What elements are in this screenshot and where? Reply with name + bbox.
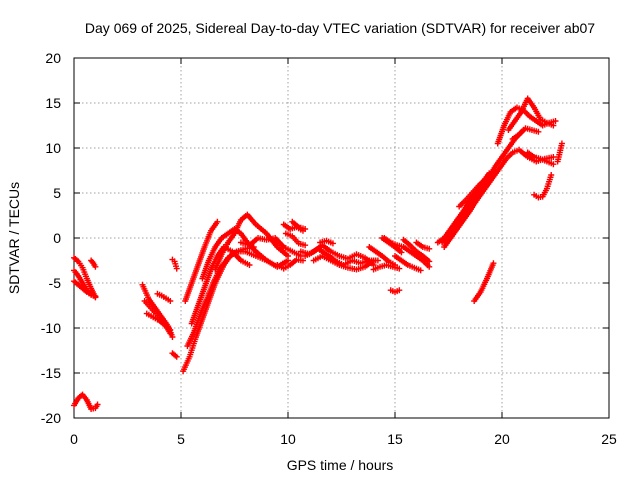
data-series-markers: [88, 257, 99, 270]
data-series-markers: [387, 287, 403, 295]
data-series-markers: [71, 278, 99, 300]
data-series-markers: [509, 125, 542, 142]
data-series-markers: [471, 260, 497, 304]
data-series-markers: [392, 253, 424, 274]
y-tick-label: -10: [41, 320, 61, 336]
y-tick-label: 20: [45, 50, 61, 66]
y-axis-ticks: -20 -15 -10 -5 0 5 10 15 20: [41, 50, 609, 426]
data-series-markers: [400, 236, 433, 265]
data-series-markers: [531, 172, 555, 201]
x-tick-label: 15: [387, 431, 403, 447]
data-series-markers: [524, 149, 557, 168]
data-series-markers: [71, 391, 101, 412]
data-series-markers: [289, 218, 309, 232]
y-tick-label: -15: [41, 365, 61, 381]
x-tick-label: 10: [280, 431, 296, 447]
data-series-markers: [169, 350, 180, 360]
data-series-markers: [554, 140, 565, 165]
y-tick-label: 5: [53, 185, 61, 201]
data-series-markers: [381, 235, 433, 270]
data-series-markers: [143, 310, 174, 337]
data-series-markers: [237, 235, 304, 259]
grid: [74, 58, 609, 418]
x-tick-label: 5: [177, 431, 185, 447]
data-series-markers: [182, 218, 221, 304]
x-axis-ticks: 0 5 10 15 20 25: [70, 58, 617, 447]
y-tick-label: 0: [53, 230, 61, 246]
data-series-markers: [370, 262, 403, 273]
data-series-markers: [413, 239, 433, 252]
data-points: [71, 95, 565, 412]
y-tick-label: -5: [49, 275, 62, 291]
data-series-markers: [505, 95, 557, 133]
y-tick-label: 15: [45, 95, 61, 111]
data-series-markers: [184, 248, 270, 349]
y-tick-label: 10: [45, 140, 61, 156]
data-series-markers: [154, 290, 174, 304]
data-series-markers: [169, 256, 180, 272]
x-axis-label: GPS time / hours: [287, 457, 394, 473]
y-tick-label: -20: [41, 410, 61, 426]
x-tick-label: 25: [601, 431, 617, 447]
data-series-markers: [317, 237, 336, 247]
data-series-markers: [274, 256, 306, 272]
data-series-markers: [302, 242, 377, 268]
data-series-markers: [456, 176, 488, 210]
data-series-markers: [282, 230, 309, 249]
x-tick-label: 0: [70, 431, 78, 447]
data-series-markers: [310, 253, 377, 273]
y-axis-label: SDTVAR / TECUs: [6, 182, 22, 294]
chart-title: Day 069 of 2025, Sidereal Day-to-day VTE…: [85, 20, 595, 36]
x-tick-label: 20: [494, 431, 510, 447]
